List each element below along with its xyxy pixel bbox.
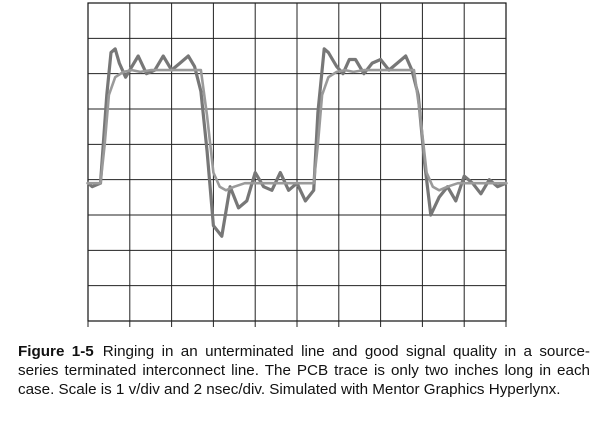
figure-label: Figure 1-5 bbox=[18, 343, 94, 360]
waveform-traces bbox=[86, 47, 508, 238]
figure-caption-text: Ringing in an unterminated line and good… bbox=[18, 343, 590, 398]
figure-caption: Figure 1-5 Ringing in an unterminated lin… bbox=[18, 342, 590, 399]
series-line-source-terminated bbox=[86, 68, 508, 192]
oscilloscope-plot bbox=[86, 2, 508, 327]
scope-grid bbox=[87, 3, 507, 327]
